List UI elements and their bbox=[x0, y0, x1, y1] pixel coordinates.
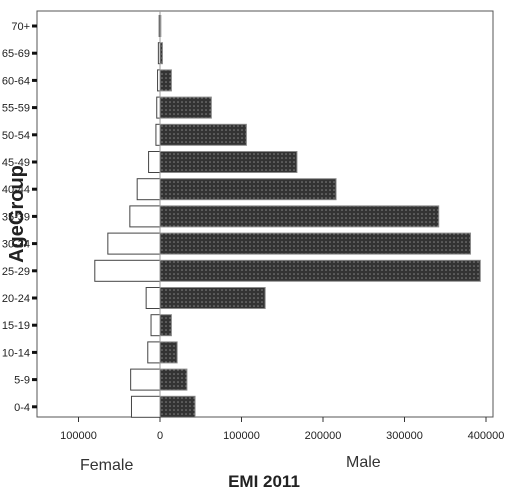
male-bar-60-64 bbox=[159, 69, 172, 92]
y-tick-label: 20-24 bbox=[2, 293, 30, 305]
x-tick-label: 300000 bbox=[386, 430, 423, 442]
male-bar-5-9 bbox=[159, 368, 188, 391]
y-tick-label: 55-59 bbox=[2, 103, 30, 115]
y-tick-label: 70+ bbox=[11, 21, 30, 33]
female-bar-45-49 bbox=[148, 151, 161, 173]
y-tick-label: 60-64 bbox=[2, 75, 30, 87]
male-bar-35-39 bbox=[159, 205, 440, 228]
y-tick-label: 65-69 bbox=[2, 48, 30, 60]
y-tick-label: 45-49 bbox=[2, 157, 30, 169]
y-tick-label: 25-29 bbox=[2, 266, 30, 278]
male-bar-55-59 bbox=[159, 96, 212, 119]
female-bar-15-19 bbox=[150, 314, 161, 337]
male-bar-45-49 bbox=[159, 151, 298, 173]
x-tick-label: 400000 bbox=[468, 430, 505, 442]
y-tick-label: 30-34 bbox=[2, 239, 30, 251]
y-tick-label: 10-14 bbox=[2, 347, 30, 359]
bar-group bbox=[94, 15, 481, 418]
male-bar-25-29 bbox=[159, 259, 481, 282]
male-bar-15-19 bbox=[159, 314, 172, 337]
female-side-label: Female bbox=[80, 457, 133, 474]
female-bar-20-24 bbox=[145, 287, 161, 309]
y-tick-label: 35-39 bbox=[2, 211, 30, 223]
male-bar-0-4 bbox=[159, 395, 196, 418]
male-bar-30-34 bbox=[159, 232, 472, 255]
female-bar-40-44 bbox=[136, 178, 161, 201]
x-tick-label: 100000 bbox=[223, 430, 260, 442]
female-bar-0-4 bbox=[130, 395, 161, 418]
female-bar-50-54 bbox=[155, 123, 161, 146]
x-tick-label: 0 bbox=[157, 430, 163, 442]
male-bar-10-14 bbox=[159, 341, 178, 364]
male-bar-20-24 bbox=[159, 287, 266, 309]
y-tick-label: 40-44 bbox=[2, 184, 30, 196]
female-bar-25-29 bbox=[94, 259, 161, 282]
y-axis: 70+ 65-69 60-64 55-59 50-54 45-49 40-44 35-39 30… bbox=[2, 21, 37, 414]
female-bar-30-34 bbox=[107, 232, 161, 255]
y-tick-label: 50-54 bbox=[2, 130, 30, 142]
male-bar-40-44 bbox=[159, 178, 337, 201]
y-tick-label: 15-19 bbox=[2, 320, 30, 332]
x-tick-label: 200000 bbox=[305, 430, 342, 442]
y-tick-label: 0-4 bbox=[14, 402, 30, 414]
female-bar-35-39 bbox=[129, 205, 161, 228]
female-bar-10-14 bbox=[147, 341, 161, 364]
y-tick-label: 5-9 bbox=[14, 375, 30, 387]
male-side-label: Male bbox=[346, 454, 381, 471]
y-axis-label: AgeGroup bbox=[6, 165, 28, 263]
male-bar-50-54 bbox=[159, 123, 247, 146]
x-tick-label: 100000 bbox=[60, 430, 97, 442]
x-axis: 100000 0 100000 200000 300000 400000 bbox=[60, 417, 504, 442]
x-axis-label: EMI 2011 bbox=[228, 472, 300, 491]
female-bar-5-9 bbox=[130, 368, 161, 391]
